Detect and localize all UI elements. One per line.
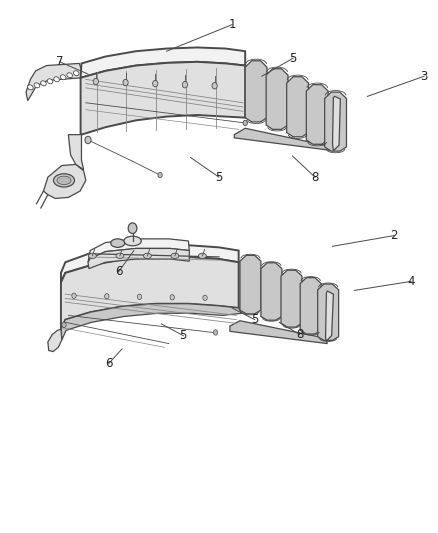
- Circle shape: [170, 295, 174, 300]
- Circle shape: [128, 223, 137, 233]
- Circle shape: [93, 78, 99, 85]
- Text: 5: 5: [251, 313, 258, 326]
- Ellipse shape: [57, 176, 71, 184]
- Ellipse shape: [111, 239, 125, 247]
- Polygon shape: [287, 77, 308, 137]
- Ellipse shape: [171, 253, 179, 259]
- Polygon shape: [88, 248, 189, 269]
- Polygon shape: [245, 61, 267, 122]
- Ellipse shape: [47, 79, 53, 84]
- Ellipse shape: [198, 253, 206, 259]
- Polygon shape: [68, 135, 84, 169]
- Polygon shape: [61, 257, 239, 329]
- Text: 5: 5: [290, 52, 297, 64]
- Polygon shape: [325, 291, 333, 341]
- Circle shape: [158, 172, 162, 177]
- Text: 8: 8: [296, 328, 304, 341]
- Polygon shape: [261, 263, 282, 320]
- Polygon shape: [266, 69, 288, 130]
- Ellipse shape: [41, 81, 46, 86]
- Polygon shape: [306, 85, 328, 144]
- Polygon shape: [81, 62, 245, 135]
- Polygon shape: [281, 270, 302, 327]
- Circle shape: [72, 293, 76, 298]
- Text: 6: 6: [105, 357, 113, 370]
- Circle shape: [182, 82, 187, 88]
- Circle shape: [85, 136, 91, 144]
- Text: 6: 6: [115, 265, 122, 278]
- Ellipse shape: [74, 71, 79, 76]
- Text: 8: 8: [311, 171, 319, 184]
- Text: 5: 5: [215, 171, 223, 184]
- Polygon shape: [325, 92, 346, 151]
- Circle shape: [105, 294, 109, 299]
- Circle shape: [62, 322, 66, 328]
- Polygon shape: [43, 165, 86, 198]
- Ellipse shape: [116, 253, 124, 259]
- Ellipse shape: [34, 83, 40, 88]
- Ellipse shape: [144, 253, 151, 259]
- Ellipse shape: [28, 85, 33, 90]
- Text: 1: 1: [228, 18, 236, 31]
- Text: 4: 4: [407, 275, 415, 288]
- Text: 3: 3: [420, 70, 428, 83]
- Circle shape: [203, 295, 207, 301]
- Ellipse shape: [60, 75, 66, 80]
- Polygon shape: [61, 304, 242, 340]
- Circle shape: [213, 330, 218, 335]
- Circle shape: [123, 79, 128, 86]
- Ellipse shape: [54, 77, 60, 82]
- Circle shape: [152, 80, 158, 87]
- Polygon shape: [240, 255, 261, 314]
- Ellipse shape: [88, 253, 96, 259]
- Text: 7: 7: [56, 55, 64, 68]
- Ellipse shape: [53, 174, 74, 187]
- Polygon shape: [318, 284, 339, 341]
- Polygon shape: [48, 329, 62, 352]
- Ellipse shape: [67, 72, 72, 78]
- Polygon shape: [300, 278, 321, 334]
- Text: 2: 2: [390, 229, 397, 242]
- Circle shape: [138, 294, 142, 300]
- Polygon shape: [230, 321, 327, 344]
- Circle shape: [243, 120, 247, 126]
- Polygon shape: [88, 239, 189, 262]
- Polygon shape: [61, 245, 239, 282]
- Polygon shape: [332, 96, 340, 151]
- Ellipse shape: [124, 236, 141, 246]
- Circle shape: [212, 83, 217, 89]
- Polygon shape: [234, 128, 332, 151]
- Polygon shape: [26, 63, 81, 101]
- Polygon shape: [81, 47, 245, 78]
- Text: 5: 5: [180, 329, 187, 342]
